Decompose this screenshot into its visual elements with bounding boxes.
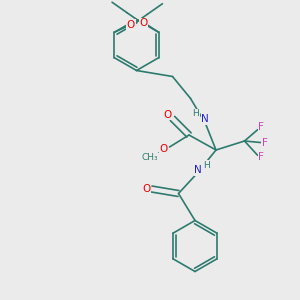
Text: H: H xyxy=(193,110,199,118)
Text: O: O xyxy=(159,143,168,154)
Text: F: F xyxy=(258,122,264,133)
Text: F: F xyxy=(258,152,264,163)
Text: O: O xyxy=(164,110,172,120)
Text: H: H xyxy=(203,160,209,169)
Text: F: F xyxy=(262,137,268,148)
Text: CH₃: CH₃ xyxy=(142,153,158,162)
Text: N: N xyxy=(201,114,209,124)
Text: N: N xyxy=(194,165,202,176)
Text: O: O xyxy=(127,20,135,30)
Text: O: O xyxy=(142,184,150,194)
Text: O: O xyxy=(140,18,148,28)
